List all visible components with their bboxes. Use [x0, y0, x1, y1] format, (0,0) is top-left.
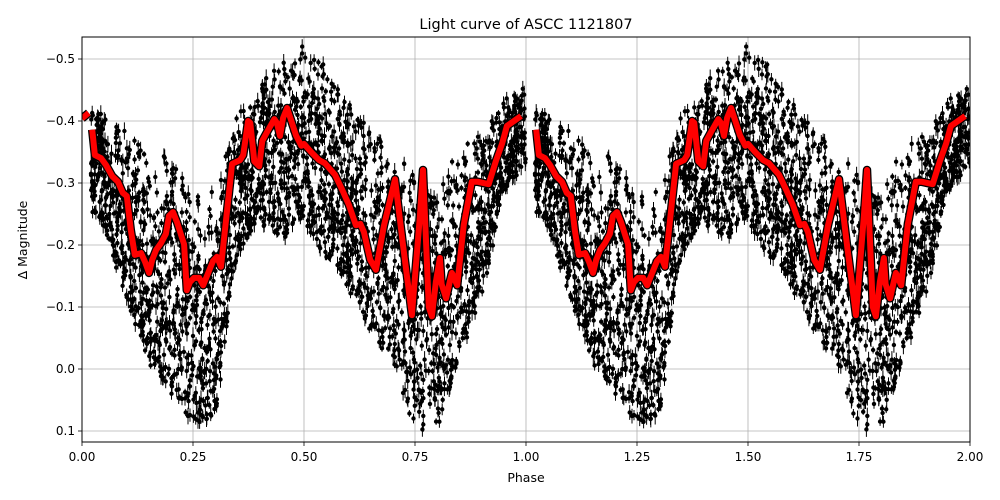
- y-tick-label: −0.4: [46, 114, 75, 128]
- x-axis-ticks: 0.00 0.25 0.50 0.75 1.00 1.25 1.50 1.75 2.00: [69, 442, 984, 464]
- y-axis-ticks: −0.5 −0.4 −0.3 −0.2 −0.1 0.0 0.1: [46, 52, 82, 438]
- y-axis-label: Δ Magnitude: [15, 200, 30, 279]
- x-tick-label: 0.00: [69, 450, 96, 464]
- y-tick-label: 0.0: [56, 362, 75, 376]
- x-axis-label: Phase: [507, 470, 545, 485]
- observation-points: [88, 39, 970, 437]
- x-tick-label: 1.75: [846, 450, 873, 464]
- x-tick-label: 0.50: [291, 450, 318, 464]
- x-tick-label: 1.00: [513, 450, 540, 464]
- chart-title: Light curve of ASCC 1121807: [419, 17, 632, 33]
- x-tick-label: 0.75: [402, 450, 429, 464]
- y-tick-label: −0.5: [46, 52, 75, 66]
- y-tick-label: −0.3: [46, 176, 75, 190]
- binned-mean-curve: [82, 103, 968, 321]
- x-tick-label: 0.25: [180, 450, 207, 464]
- x-tick-label: 1.50: [735, 450, 762, 464]
- y-tick-label: −0.1: [46, 300, 75, 314]
- y-tick-label: −0.2: [46, 238, 75, 252]
- x-tick-label: 2.00: [957, 450, 984, 464]
- y-tick-label: 0.1: [56, 424, 75, 438]
- x-tick-label: 1.25: [624, 450, 651, 464]
